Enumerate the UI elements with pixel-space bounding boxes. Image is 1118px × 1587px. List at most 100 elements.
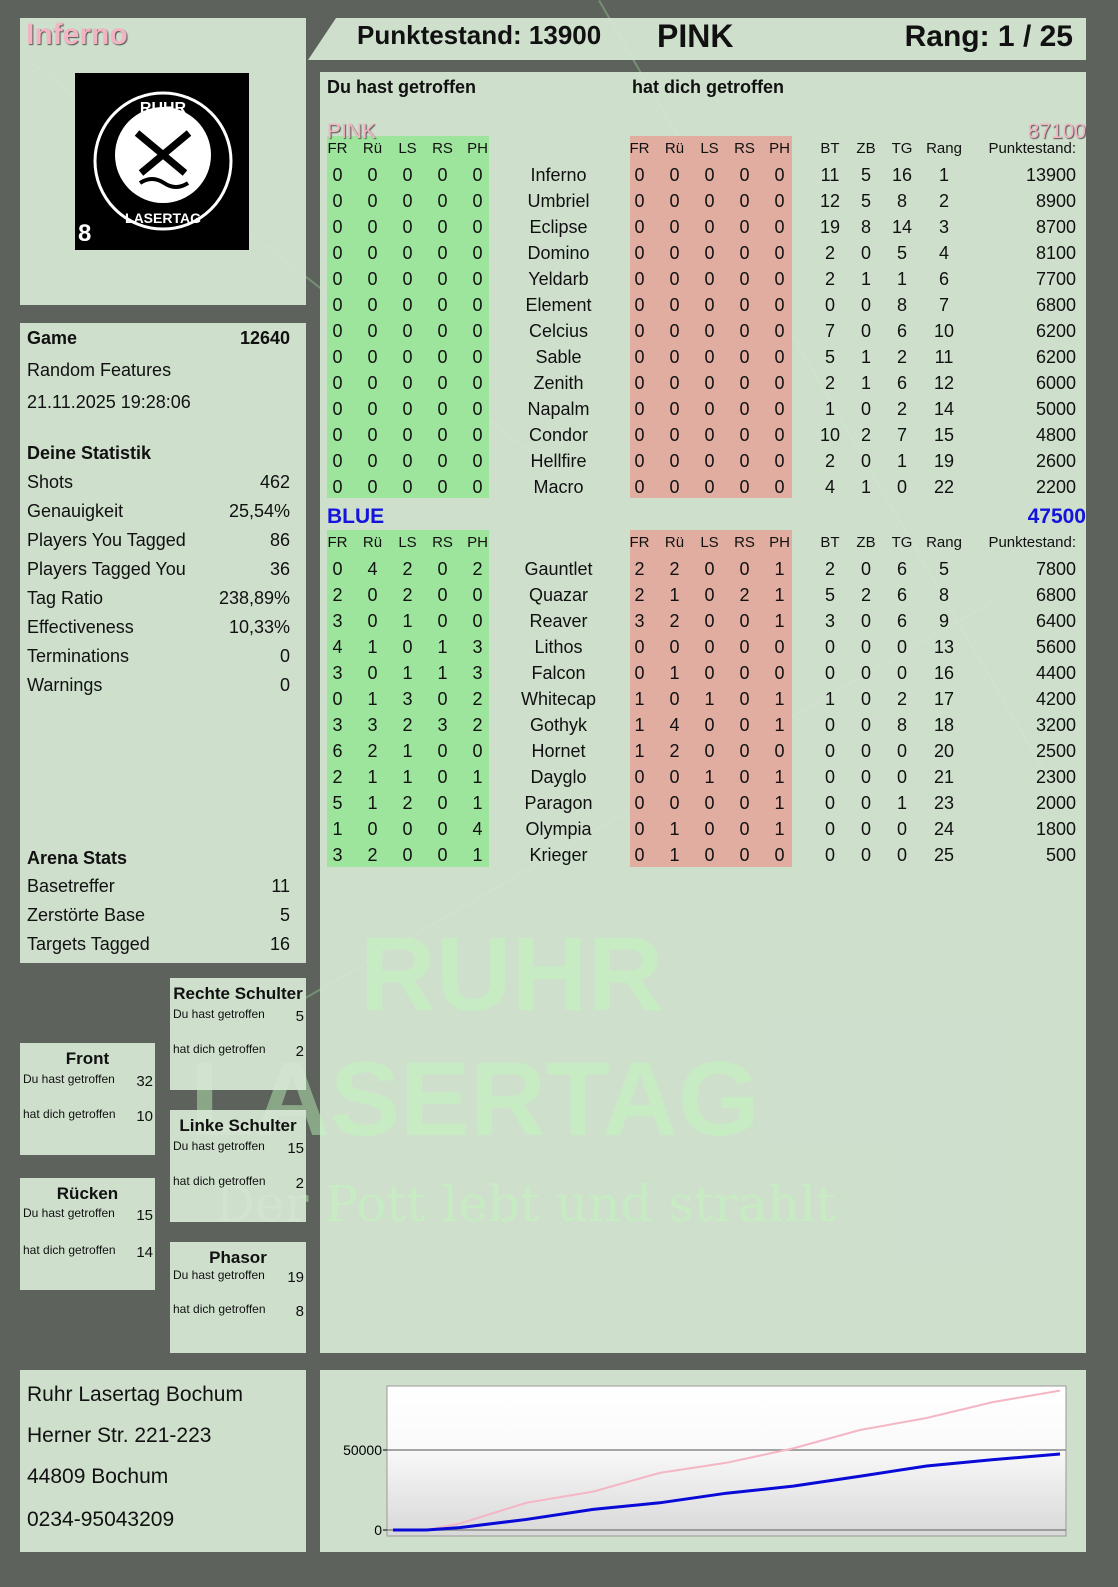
player-name-cell: Inferno [530, 165, 587, 185]
stat-cell: 0 [332, 689, 343, 709]
stat-value: 25,54% [228, 501, 290, 521]
stat-cell: 0 [860, 767, 871, 787]
player-name-cell: Yeldarb [528, 269, 589, 289]
stat-cell: 0 [774, 663, 785, 683]
stat-cell: 0 [860, 451, 871, 471]
team-score: 87100 [1027, 120, 1086, 143]
stat-cell [797, 608, 812, 634]
stat-cell: 0 [402, 269, 413, 289]
stat-cell: 6200 [1035, 321, 1076, 341]
player-row: 5 1 2 0 1 Paragon 0 0 0 0 1 0 0 1 23 2000 [320, 790, 1076, 816]
player-row: 3 3 2 3 2 Gothyk 1 4 0 0 1 0 0 8 18 3200 [320, 712, 1076, 738]
column-header [797, 530, 812, 556]
stat-cell: 0 [774, 321, 785, 341]
stat-value: 0 [279, 646, 290, 666]
player-row: 0 0 0 0 0 Zenith 0 0 0 0 0 2 1 6 12 6000 [320, 370, 1076, 396]
stat-cell: 0 [669, 165, 680, 185]
zone-label: Du hast getroffen [23, 1072, 115, 1086]
stat-cell: 0 [704, 819, 715, 839]
stat-cell: 0 [669, 425, 680, 445]
stat-cell: 6 [896, 373, 907, 393]
stat-cell: 1 [669, 663, 680, 683]
stat-cell: 0 [739, 451, 750, 471]
stat-cell: 0 [634, 637, 645, 657]
column-header: PH [769, 140, 790, 157]
stat-cell: 0 [739, 767, 750, 787]
game-number: 12640 [239, 328, 290, 348]
stat-cell: 0 [402, 373, 413, 393]
stat-cell: 8 [896, 191, 907, 211]
stat-cell: 0 [367, 451, 378, 471]
zone-value: 19 [287, 1269, 304, 1286]
stat-cell: 0 [634, 321, 645, 341]
stat-row: Players You Tagged 86 [27, 530, 290, 551]
stat-cell: 6200 [1035, 347, 1076, 367]
zone-value: 15 [136, 1207, 153, 1224]
stat-cell: 0 [704, 243, 715, 263]
stat-cell: 0 [634, 819, 645, 839]
stat-cell: 7 [824, 321, 835, 341]
stat-cell: 0 [774, 425, 785, 445]
stat-cell: 5000 [1035, 399, 1076, 419]
stat-cell: 1 [860, 477, 871, 497]
player-row: 0 0 0 0 0 Celcius 0 0 0 0 0 7 0 6 10 6200 [320, 318, 1076, 344]
player-row: 3 0 1 1 3 Falcon 0 1 0 0 0 0 0 0 16 4400 [320, 660, 1076, 686]
stat-cell: 4 [938, 243, 949, 263]
column-header: FR [629, 140, 650, 157]
stat-cell [797, 764, 812, 790]
column-header: TG [891, 534, 913, 551]
player-name-cell: Domino [527, 243, 590, 263]
arena-value: 16 [269, 934, 290, 954]
stat-cell [797, 448, 812, 474]
zone-title: Linke Schulter [179, 1116, 297, 1135]
stat-cell: 3 [332, 845, 343, 865]
stat-cell: 1 [774, 585, 785, 605]
player-name-cell: Quazar [528, 585, 589, 605]
stat-cell: 1 [774, 767, 785, 787]
stat-cell: 2 [634, 559, 645, 579]
stat-cell: 1 [774, 559, 785, 579]
stat-cell: 1 [332, 819, 343, 839]
stat-cell: 0 [367, 585, 378, 605]
zone-label: hat dich getroffen [23, 1243, 116, 1257]
player-row: 3 2 0 0 1 Krieger 0 1 0 0 0 0 0 0 25 500 [320, 842, 1076, 868]
stat-cell: 11 [934, 347, 954, 367]
stat-cell: 0 [739, 663, 750, 683]
table-header: FR Rü LS RS PH FR Rü LS RS PH BT ZB TG Rang Punktestan… [320, 136, 1077, 162]
stat-cell: 0 [739, 425, 750, 445]
stat-cell: 0 [437, 819, 448, 839]
stat-cell: 0 [896, 845, 907, 865]
stat-cell: 0 [472, 451, 483, 471]
arena-label: Zerstörte Base [27, 905, 146, 925]
stat-cell: 0 [472, 243, 483, 263]
stat-cell: 0 [367, 347, 378, 367]
stat-cell [797, 162, 812, 188]
stat-cell: 0 [896, 819, 907, 839]
player-row: 2 0 2 0 0 Quazar 2 1 0 2 1 5 2 6 8 6800 [320, 582, 1076, 608]
address-panel [20, 1370, 306, 1552]
stat-cell: 0 [332, 243, 343, 263]
stat-cell: 0 [437, 399, 448, 419]
stat-cell: 0 [824, 793, 835, 813]
player-row: 0 0 0 0 0 Sable 0 0 0 0 0 5 1 2 11 6200 [320, 344, 1076, 370]
stat-cell: 16 [891, 165, 913, 185]
stat-cell: 3 [824, 611, 835, 631]
stat-cell: 1 [824, 399, 835, 419]
stat-cell: 0 [332, 191, 343, 211]
stat-row: Tag Ratio 238,89% [27, 588, 290, 609]
stat-cell: 3 [332, 611, 343, 631]
stat-cell: 22 [933, 477, 955, 497]
stat-cell: 0 [472, 373, 483, 393]
stat-cell: 0 [669, 321, 680, 341]
stat-cell [797, 240, 812, 266]
stat-cell: 0 [472, 269, 483, 289]
stat-cell: 0 [472, 165, 483, 185]
stat-cell: 10 [933, 321, 955, 341]
game-datetime: 21.11.2025 19:28:06 [27, 392, 191, 412]
stat-cell: 4800 [1035, 425, 1076, 445]
player-row: 2 1 1 0 1 Dayglo 0 0 1 0 1 0 0 0 21 2300 [320, 764, 1076, 790]
arena-row: Basetreffer 11 [27, 876, 290, 897]
stat-cell: 3 [472, 663, 483, 683]
player-name-cell: Umbriel [527, 191, 590, 211]
zone-label: Du hast getroffen [23, 1206, 115, 1220]
